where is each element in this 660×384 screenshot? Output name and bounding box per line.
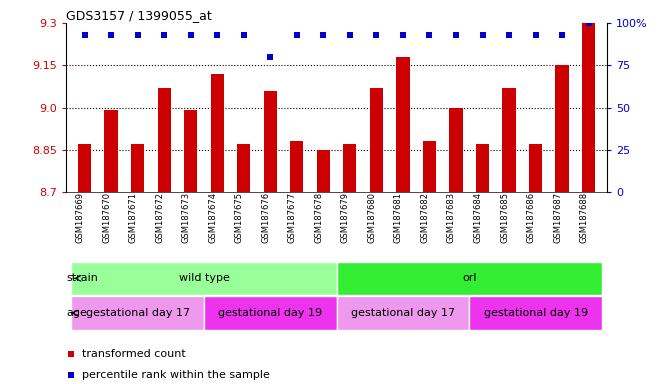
Point [477,32,488,38]
Text: strain: strain [67,273,98,283]
Text: wild type: wild type [178,273,230,283]
Text: GSM187686: GSM187686 [527,192,535,243]
Bar [158,88,171,192]
Text: age: age [67,308,87,318]
Text: GSM187676: GSM187676 [261,192,271,243]
Text: GSM187687: GSM187687 [553,192,562,243]
Text: GSM187678: GSM187678 [314,192,323,243]
Point [424,32,435,38]
Bar [423,141,436,192]
Point [451,32,461,38]
Point [557,32,568,38]
Bar [582,23,595,192]
Bar [78,144,91,192]
Text: gestational day 17: gestational day 17 [86,308,189,318]
Bar [343,144,356,192]
Point [318,32,329,38]
Point [265,54,276,60]
Text: GSM187674: GSM187674 [208,192,217,243]
Bar [556,65,569,192]
Text: GSM187684: GSM187684 [473,192,482,243]
Point [292,32,302,38]
Point [133,32,143,38]
Text: gestational day 19: gestational day 19 [484,308,587,318]
Text: GSM187680: GSM187680 [368,192,376,243]
Bar [290,141,304,192]
Text: gestational day 19: gestational day 19 [218,308,322,318]
Bar [263,91,277,192]
Bar [317,150,330,192]
Text: GSM187673: GSM187673 [182,192,191,243]
Bar [211,74,224,192]
Bar [469,296,602,329]
Text: GSM187672: GSM187672 [155,192,164,243]
Bar [237,144,250,192]
Bar [337,262,602,295]
Text: GSM187682: GSM187682 [420,192,430,243]
Point [159,32,170,38]
Point [530,32,541,38]
Bar [184,110,197,192]
Point [212,32,222,38]
Point [504,32,514,38]
Text: percentile rank within the sample: percentile rank within the sample [82,370,270,380]
Text: GSM187681: GSM187681 [394,192,403,243]
Point [345,32,355,38]
Bar [71,262,337,295]
Point [583,20,594,26]
Bar [337,296,469,329]
Text: GSM187679: GSM187679 [341,192,350,243]
Bar [204,296,337,329]
Point [381,313,391,319]
Text: GSM187669: GSM187669 [76,192,84,243]
Point [371,32,381,38]
Point [397,32,408,38]
Text: GSM187685: GSM187685 [500,192,509,243]
Text: GDS3157 / 1399055_at: GDS3157 / 1399055_at [66,9,212,22]
Bar [396,57,410,192]
Text: gestational day 17: gestational day 17 [351,308,455,318]
Bar [502,88,515,192]
Point [238,32,249,38]
Text: GSM187688: GSM187688 [579,192,589,243]
Bar [529,144,543,192]
Bar [131,144,145,192]
Bar [71,296,204,329]
Point [185,32,196,38]
Bar [476,144,489,192]
Text: GSM187675: GSM187675 [235,192,244,243]
Point [79,32,90,38]
Point [381,124,391,130]
Bar [104,110,117,192]
Text: orl: orl [462,273,477,283]
Bar [370,88,383,192]
Point [106,32,116,38]
Text: GSM187671: GSM187671 [129,192,138,243]
Bar [449,108,463,192]
Text: GSM187677: GSM187677 [288,192,297,243]
Text: transformed count: transformed count [82,349,186,359]
Text: GSM187683: GSM187683 [447,192,456,243]
Text: GSM187670: GSM187670 [102,192,111,243]
